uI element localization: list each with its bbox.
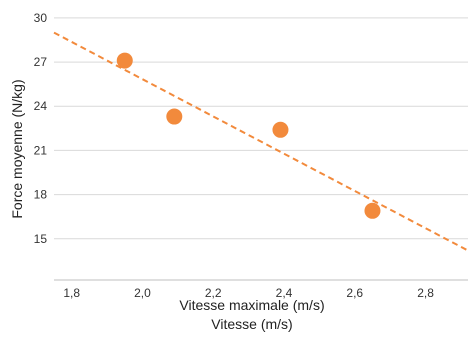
data-point-3 [272, 121, 289, 138]
data-points [116, 52, 381, 219]
data-point-1 [116, 52, 133, 69]
y-tick-label: 24 [34, 99, 48, 113]
y-tick-label: 15 [34, 232, 48, 246]
y-tick-label: 27 [34, 55, 48, 69]
grid-lines [54, 17, 468, 240]
y-axis-title: Force moyenne (N/kg) [9, 79, 25, 218]
y-tick-label: 30 [34, 11, 48, 25]
x-tick-label: 2,2 [205, 286, 222, 300]
data-point-2 [166, 108, 183, 125]
y-tick-label: 21 [34, 143, 48, 157]
x-tick-label: 2,0 [134, 286, 151, 300]
x-tick-label: 2,6 [346, 286, 363, 300]
trendline [53, 31, 468, 252]
x-tick-label: 1,8 [63, 286, 80, 300]
x-axis-subtitle: Vitesse (m/s) [211, 316, 292, 332]
x-axis-title: Vitesse maximale (m/s) [179, 297, 324, 313]
y-tick-labels: 15 18 21 24 27 30 [34, 11, 48, 246]
y-tick-label: 18 [34, 188, 48, 202]
x-tick-label: 2,8 [417, 286, 434, 300]
x-tick-label: 2,4 [276, 286, 293, 300]
data-point-4 [364, 202, 381, 219]
x-tick-labels: 1,8 2,0 2,2 2,4 2,6 2,8 [63, 286, 434, 300]
